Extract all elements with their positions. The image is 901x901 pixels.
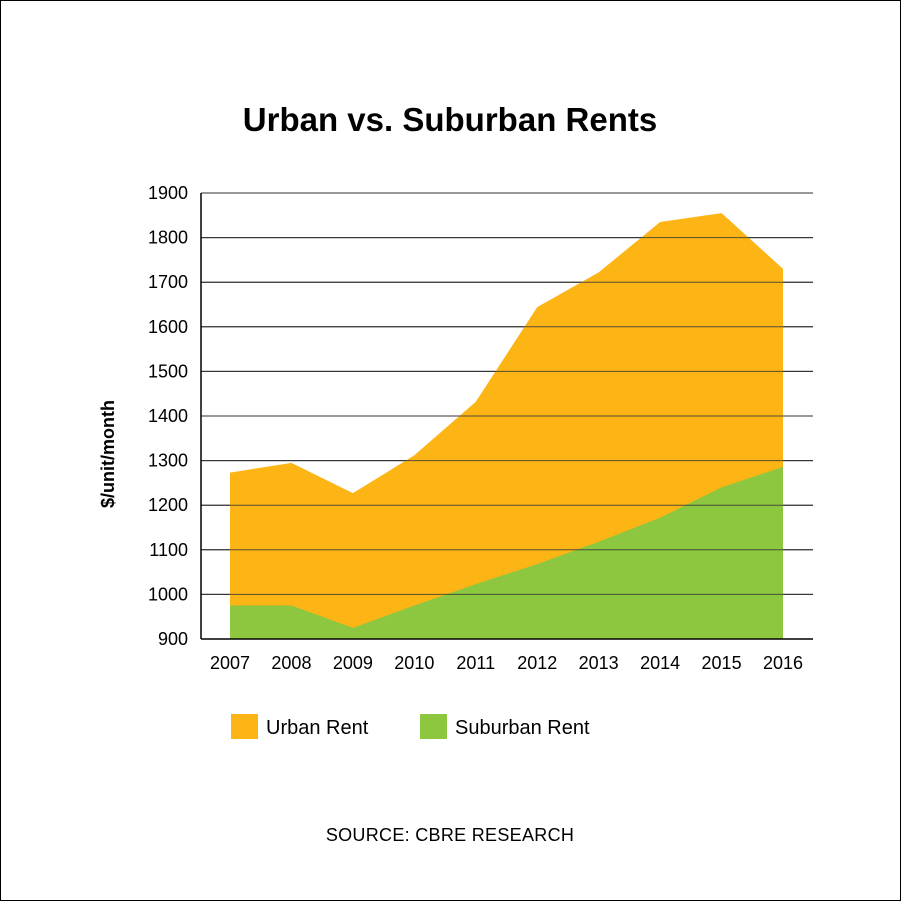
axes bbox=[200, 193, 813, 640]
y-tick-1000: 1000 bbox=[148, 584, 188, 604]
legend-swatch-urban bbox=[231, 714, 258, 739]
y-tick-1300: 1300 bbox=[148, 451, 188, 471]
y-tick-labels: 900 1000 1100 1200 1300 1400 1500 1600 1700 1800 1… bbox=[148, 183, 188, 649]
x-tick-2012: 2012 bbox=[517, 653, 557, 673]
source-note: SOURCE: CBRE RESEARCH bbox=[326, 825, 574, 845]
x-tick-2011: 2011 bbox=[456, 653, 495, 673]
y-tick-1700: 1700 bbox=[148, 272, 188, 292]
x-tick-2013: 2013 bbox=[579, 653, 619, 673]
x-tick-2014: 2014 bbox=[640, 653, 680, 673]
plot-areas bbox=[201, 192, 813, 639]
suburban-rent-area bbox=[230, 466, 783, 639]
legend-label-suburban: Suburban Rent bbox=[455, 717, 590, 739]
x-tick-2016: 2016 bbox=[763, 653, 803, 673]
y-tick-900: 900 bbox=[158, 629, 188, 649]
y-tick-1400: 1400 bbox=[148, 406, 188, 426]
x-tick-2009: 2009 bbox=[333, 653, 373, 673]
y-tick-1200: 1200 bbox=[148, 495, 188, 515]
x-tick-2010: 2010 bbox=[394, 653, 434, 673]
x-tick-2007: 2007 bbox=[210, 653, 250, 673]
y-tick-1800: 1800 bbox=[148, 228, 188, 248]
y-tick-1100: 1100 bbox=[149, 540, 188, 560]
y-tick-1600: 1600 bbox=[148, 317, 188, 337]
chart-title: Urban vs. Suburban Rents bbox=[243, 101, 657, 138]
y-axis-label: $/unit/month bbox=[98, 400, 118, 508]
x-tick-2008: 2008 bbox=[271, 653, 311, 673]
x-tick-2015: 2015 bbox=[702, 653, 742, 673]
legend: Urban Rent Suburban Rent bbox=[231, 714, 590, 739]
legend-swatch-suburban bbox=[420, 714, 447, 739]
legend-label-urban: Urban Rent bbox=[266, 717, 369, 739]
x-tick-labels: 2007 2008 2009 2010 2011 2012 2013 2014 2015 2016 bbox=[210, 653, 803, 673]
y-tick-1500: 1500 bbox=[148, 361, 188, 381]
gridlines-overlay bbox=[201, 192, 813, 595]
y-tick-1900: 1900 bbox=[148, 183, 188, 203]
